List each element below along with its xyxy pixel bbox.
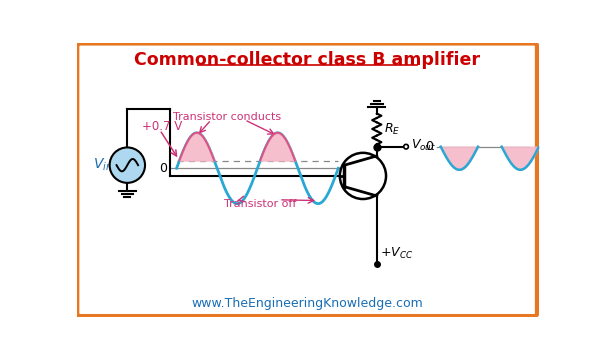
- Circle shape: [110, 147, 145, 183]
- FancyBboxPatch shape: [77, 43, 537, 316]
- Circle shape: [404, 145, 409, 149]
- Text: +0.7 V: +0.7 V: [142, 120, 182, 133]
- Text: 0: 0: [425, 140, 433, 153]
- Text: $+V_{CC}$: $+V_{CC}$: [380, 246, 413, 261]
- Text: $R_E$: $R_E$: [384, 121, 400, 136]
- Text: 0: 0: [160, 162, 167, 175]
- Text: Transistor conducts: Transistor conducts: [173, 112, 281, 122]
- Text: www.TheEngineeringKnowledge.com: www.TheEngineeringKnowledge.com: [191, 297, 424, 310]
- Text: $V_{in}$: $V_{in}$: [93, 157, 113, 173]
- Text: Transistor off: Transistor off: [224, 199, 296, 209]
- Text: Common-collector class B amplifier: Common-collector class B amplifier: [134, 51, 481, 69]
- Circle shape: [340, 153, 386, 199]
- Text: $V_{out}$: $V_{out}$: [410, 137, 436, 153]
